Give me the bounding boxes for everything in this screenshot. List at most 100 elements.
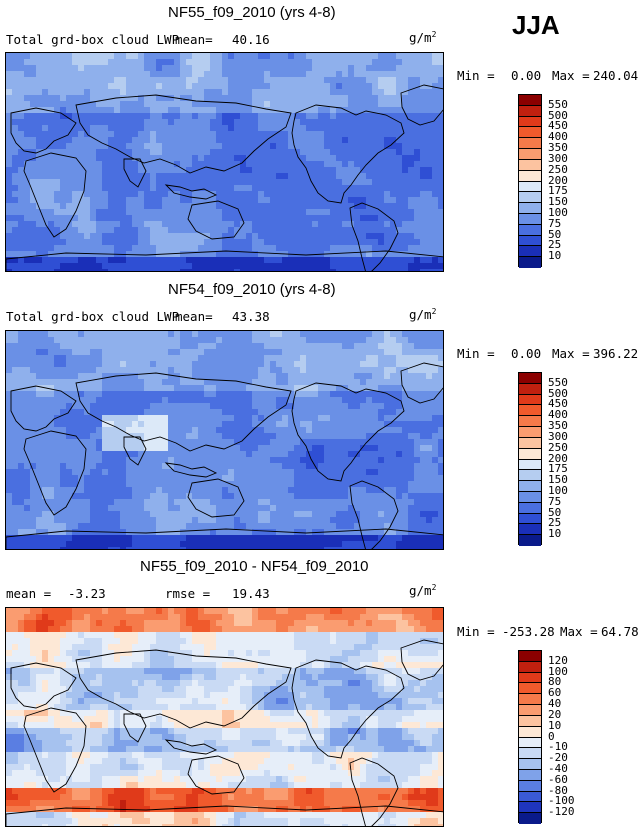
colorbar-swatch xyxy=(519,651,541,662)
coastline xyxy=(187,200,245,240)
colorbar-tick-label: 75 xyxy=(548,494,562,508)
colorbar-swatch xyxy=(519,246,541,258)
coastline xyxy=(164,184,218,200)
colorbar-swatch xyxy=(519,181,541,193)
panel-1-colorbar xyxy=(518,94,542,268)
colorbar-swatch xyxy=(519,383,541,395)
coastline xyxy=(75,649,292,729)
colorbar-swatch xyxy=(519,715,541,727)
coastline xyxy=(75,372,292,452)
colorbar-tick-label: 300 xyxy=(548,151,568,165)
colorbar-swatch xyxy=(519,481,541,492)
colorbar-tick-label: 50 xyxy=(548,227,562,241)
colorbar-swatch xyxy=(519,95,541,106)
panel-3-min-label: Min = xyxy=(457,624,495,639)
panel-3-colorbar xyxy=(518,650,542,824)
panel-1-mean-value: 40.16 xyxy=(232,32,270,47)
coastline xyxy=(349,202,399,271)
colorbar-swatch xyxy=(519,170,541,182)
panel-2-mean-value: 43.38 xyxy=(232,309,270,324)
colorbar-tick-label: 200 xyxy=(548,173,568,187)
colorbar-swatch xyxy=(519,394,541,406)
colorbar-tick-label: 175 xyxy=(548,462,568,476)
coastline xyxy=(349,480,399,549)
colorbar-tick-label: 100 xyxy=(548,483,568,497)
coastline xyxy=(75,94,292,174)
colorbar-tick-label: 10 xyxy=(548,249,562,263)
panel-2-map xyxy=(5,330,444,550)
colorbar-tick-label: 10 xyxy=(548,718,562,732)
colorbar-tick-label: 300 xyxy=(548,429,568,443)
colorbar-tick-label: -100 xyxy=(548,794,575,808)
season-label: JJA xyxy=(512,10,560,40)
panel-1-unit: g/m2 xyxy=(409,30,437,46)
colorbar-swatch xyxy=(519,491,541,503)
colorbar-swatch xyxy=(519,416,541,428)
coastline xyxy=(10,107,77,154)
colorbar-tick-label: 100 xyxy=(548,205,568,219)
coastline xyxy=(10,662,77,709)
colorbar-tick-label: 175 xyxy=(548,184,568,198)
coastline xyxy=(291,104,405,204)
colorbar-tick-label: 40 xyxy=(548,697,562,711)
colorbar-swatch xyxy=(519,105,541,117)
colorbar-swatch xyxy=(519,694,541,706)
colorbar-tick-label: -20 xyxy=(548,751,568,765)
colorbar-swatch xyxy=(519,437,541,449)
panel-2-min-value: 0.00 xyxy=(511,346,542,361)
panel-2-mean-label: mean= xyxy=(175,309,213,324)
colorbar-swatch xyxy=(519,235,541,247)
colorbar-swatch xyxy=(519,459,541,471)
panel-3-mean-value: -3.23 xyxy=(68,586,106,601)
colorbar-tick-label: 0 xyxy=(548,729,555,743)
colorbar-tick-label: 250 xyxy=(548,440,568,454)
colorbar-swatch xyxy=(519,780,541,792)
colorbar-swatch xyxy=(519,705,541,716)
colorbar-swatch xyxy=(519,213,541,225)
panel-2-min-label: Min = xyxy=(457,346,495,361)
colorbar-swatch xyxy=(519,203,541,214)
coastline xyxy=(400,362,443,404)
coastline xyxy=(164,739,218,755)
colorbar-tick-label: -120 xyxy=(548,805,575,819)
colorbar-swatch xyxy=(519,138,541,150)
colorbar-swatch xyxy=(519,192,541,204)
coastline xyxy=(6,805,443,826)
panel-1-max-value: 240.04 xyxy=(593,68,639,83)
colorbar-swatch xyxy=(519,513,541,525)
colorbar-swatch xyxy=(519,448,541,460)
panel-3-max-value: 64.78 xyxy=(601,624,639,639)
panel-3-title: NF55_f09_2010 - NF54_f09_2010 xyxy=(140,558,369,575)
colorbar-swatch xyxy=(519,759,541,770)
panel-1-min-value: 0.00 xyxy=(511,68,542,83)
coastline xyxy=(400,84,443,126)
colorbar-tick-label: 150 xyxy=(548,195,568,209)
panel-3-min-value: -253.28 xyxy=(502,624,555,639)
colorbar-swatch xyxy=(519,535,541,546)
colorbar-tick-label: 80 xyxy=(548,675,562,689)
colorbar-swatch xyxy=(519,116,541,128)
panel-1-map xyxy=(5,52,444,272)
colorbar-swatch xyxy=(519,224,541,236)
panel-2-max-value: 396.22 xyxy=(593,346,639,361)
colorbar-swatch xyxy=(519,502,541,514)
colorbar-swatch xyxy=(519,159,541,171)
coastline xyxy=(123,436,147,466)
colorbar-swatch xyxy=(519,524,541,536)
coastline xyxy=(23,152,87,238)
colorbar-tick-label: 20 xyxy=(548,707,562,721)
coastline xyxy=(291,382,405,482)
coastline xyxy=(187,478,245,518)
colorbar-tick-label: -40 xyxy=(548,761,568,775)
colorbar-tick-label: 25 xyxy=(548,516,562,530)
panel-2-title: NF54_f09_2010 (yrs 4-8) xyxy=(168,281,336,298)
coastline xyxy=(10,385,77,432)
colorbar-tick-label: 25 xyxy=(548,238,562,252)
coastline xyxy=(400,639,443,681)
panel-3-rmse-value: 19.43 xyxy=(232,586,270,601)
colorbar-swatch xyxy=(519,373,541,384)
colorbar-swatch xyxy=(519,737,541,749)
colorbar-tick-label: 200 xyxy=(548,451,568,465)
colorbar-tick-label: 150 xyxy=(548,473,568,487)
colorbar-tick-label: -60 xyxy=(548,772,568,786)
